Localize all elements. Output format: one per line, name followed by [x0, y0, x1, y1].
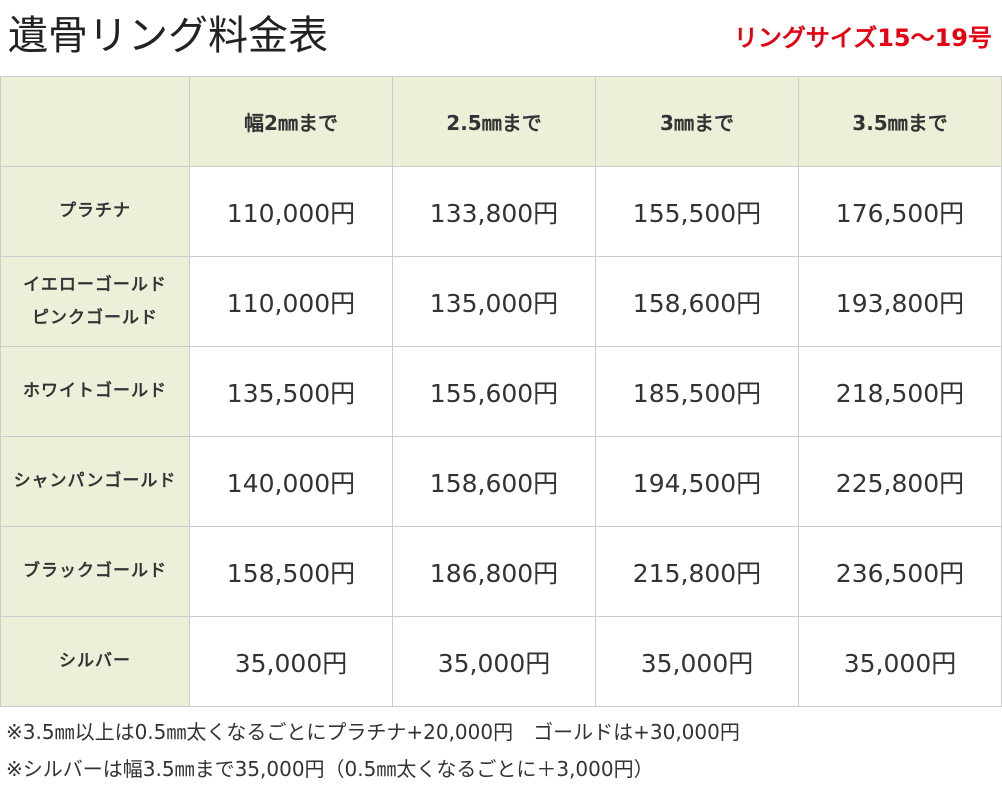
footnotes: ※3.5㎜以上は0.5㎜太くなるごとにプラチナ+20,000円 ゴールドは+30… — [6, 714, 996, 788]
table-row: ホワイトゴールド 135,500円 155,600円 185,500円 218,… — [0, 346, 1002, 437]
price-cell: 135,000円 — [392, 256, 596, 347]
price-cell: 35,000円 — [189, 616, 393, 707]
price-cell: 110,000円 — [189, 166, 393, 257]
row-label-black-gold: ブラックゴールド — [0, 526, 190, 617]
price-cell: 193,800円 — [798, 256, 1002, 347]
header-cell-width-3mm: 3㎜まで — [595, 76, 799, 167]
table-row: シルバー 35,000円 35,000円 35,000円 35,000円 — [0, 616, 1002, 707]
price-cell: 35,000円 — [392, 616, 596, 707]
table-row: プラチナ 110,000円 133,800円 155,500円 176,500円 — [0, 166, 1002, 257]
price-cell: 186,800円 — [392, 526, 596, 617]
table-header-row: 幅2㎜まで 2.5㎜まで 3㎜まで 3.5㎜まで — [0, 76, 1002, 167]
row-label-champagne-gold: シャンパンゴールド — [0, 436, 190, 527]
page-title: 遺骨リング料金表 — [8, 13, 328, 59]
row-label-line: シルバー — [59, 651, 131, 671]
price-cell: 133,800円 — [392, 166, 596, 257]
table-row: イエローゴールド ピンクゴールド 110,000円 135,000円 158,6… — [0, 256, 1002, 347]
price-cell: 218,500円 — [798, 346, 1002, 437]
price-cell: 155,500円 — [595, 166, 799, 257]
row-label-line: ホワイトゴールド — [23, 381, 167, 401]
price-cell: 225,800円 — [798, 436, 1002, 527]
price-cell: 140,000円 — [189, 436, 393, 527]
row-label-yellow-pink-gold: イエローゴールド ピンクゴールド — [0, 256, 190, 347]
row-label-line: ブラックゴールド — [23, 561, 167, 581]
table-row: ブラックゴールド 158,500円 186,800円 215,800円 236,… — [0, 526, 1002, 617]
footnote-platinum-gold-surcharge: ※3.5㎜以上は0.5㎜太くなるごとにプラチナ+20,000円 ゴールドは+30… — [6, 720, 740, 744]
price-cell: 35,000円 — [595, 616, 799, 707]
price-cell: 215,800円 — [595, 526, 799, 617]
page-header: 遺骨リング料金表 リングサイズ15〜19号 — [0, 0, 1002, 76]
footnote-silver-surcharge: ※シルバーは幅3.5㎜まで35,000円（0.5㎜太くなるごとに＋3,000円） — [6, 757, 654, 781]
header-cell-width-2-5mm: 2.5㎜まで — [392, 76, 596, 167]
price-cell: 194,500円 — [595, 436, 799, 527]
price-cell: 35,000円 — [798, 616, 1002, 707]
price-cell: 155,600円 — [392, 346, 596, 437]
row-label-silver: シルバー — [0, 616, 190, 707]
price-cell: 158,600円 — [595, 256, 799, 347]
price-cell: 236,500円 — [798, 526, 1002, 617]
row-label-line: シャンパンゴールド — [13, 471, 177, 491]
ring-size-note: リングサイズ15〜19号 — [733, 24, 992, 52]
price-table: 幅2㎜まで 2.5㎜まで 3㎜まで 3.5㎜まで プラチナ 110,000円 1… — [0, 76, 1002, 707]
price-cell: 176,500円 — [798, 166, 1002, 257]
header-cell-corner — [0, 76, 190, 167]
price-cell: 158,500円 — [189, 526, 393, 617]
price-cell: 135,500円 — [189, 346, 393, 437]
row-label-white-gold: ホワイトゴールド — [0, 346, 190, 437]
header-cell-width-2mm: 幅2㎜まで — [189, 76, 393, 167]
row-label-platinum: プラチナ — [0, 166, 190, 257]
header-cell-width-3-5mm: 3.5㎜まで — [798, 76, 1002, 167]
price-cell: 185,500円 — [595, 346, 799, 437]
row-label-line: ピンクゴールド — [32, 307, 158, 328]
price-cell: 158,600円 — [392, 436, 596, 527]
row-label-line: プラチナ — [59, 201, 131, 221]
row-label-line: イエローゴールド — [23, 274, 167, 295]
price-cell: 110,000円 — [189, 256, 393, 347]
table-row: シャンパンゴールド 140,000円 158,600円 194,500円 225… — [0, 436, 1002, 527]
